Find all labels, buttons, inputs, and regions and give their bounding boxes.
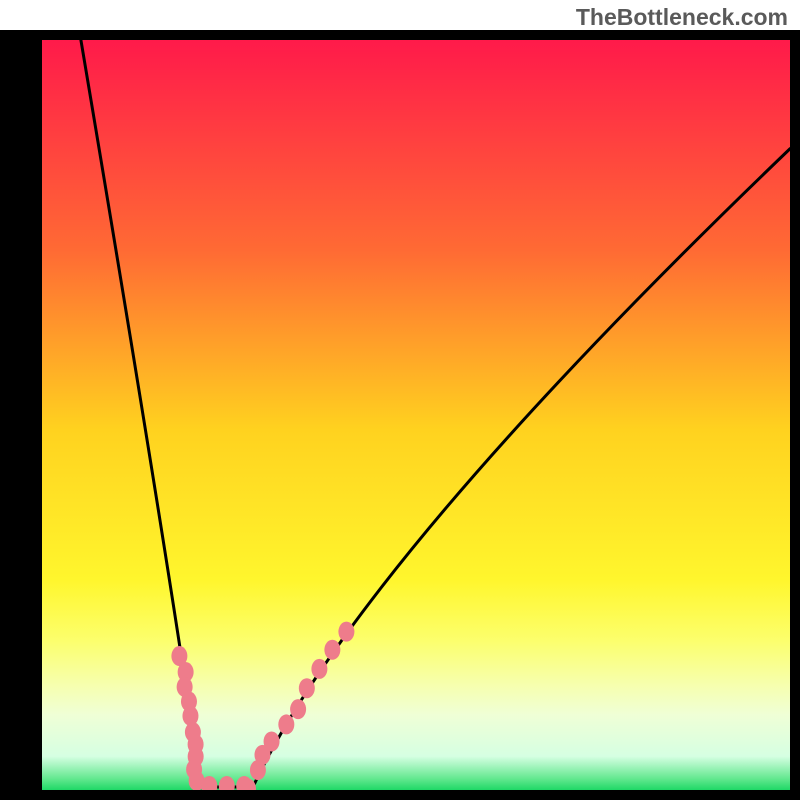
blobs-group [171, 622, 354, 799]
frame-top [0, 30, 800, 40]
watermark-text: TheBottleneck.com [576, 4, 788, 31]
stage: TheBottleneck.com [0, 0, 800, 800]
frame-left [0, 30, 42, 800]
data-blob-right-3 [264, 732, 280, 752]
data-blob-right-7 [311, 659, 327, 679]
data-blob-right-5 [290, 699, 306, 719]
frame-bottom [0, 790, 800, 800]
data-blob-right-6 [299, 678, 315, 698]
data-blob-right-9 [338, 622, 354, 642]
data-blob-right-8 [324, 640, 340, 660]
plot-svg [0, 0, 800, 800]
frame-right [790, 30, 800, 800]
data-blob-right-4 [278, 714, 294, 734]
